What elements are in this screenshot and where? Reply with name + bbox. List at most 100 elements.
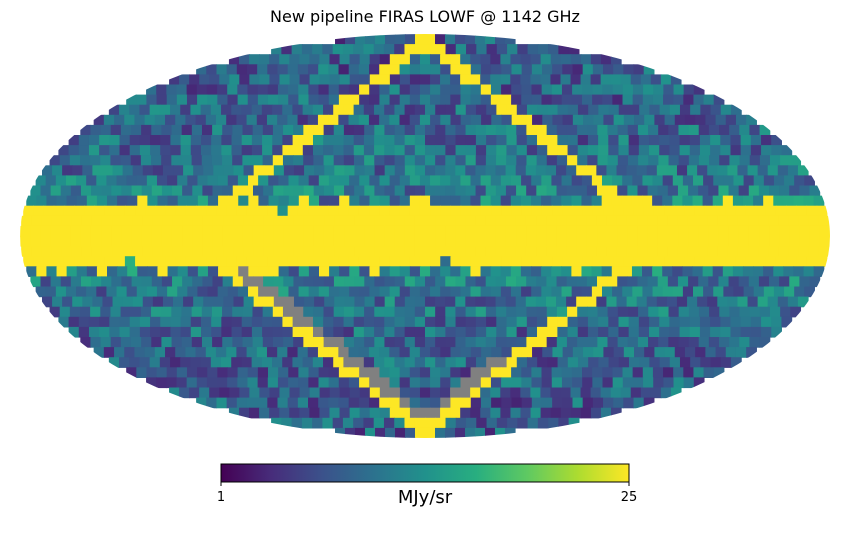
sky-pixel [485, 246, 497, 257]
sky-pixel [287, 205, 299, 217]
sky-pixel [485, 276, 497, 288]
sky-pixel [167, 175, 178, 187]
sky-pixel [516, 337, 527, 348]
sky-pixel [256, 114, 268, 126]
sky-pixel [591, 195, 603, 207]
sky-pixel [750, 326, 762, 338]
sky-pixel [759, 225, 770, 237]
sky-pixel [162, 165, 174, 176]
sky-pixel [348, 256, 360, 267]
sky-pixel [485, 185, 497, 197]
sky-pixel [771, 135, 782, 146]
sky-pixel [562, 397, 574, 409]
sky-pixel [349, 175, 360, 187]
sky-pixel [435, 44, 447, 55]
sky-pixel [409, 266, 421, 277]
sky-pixel [516, 104, 528, 116]
sky-pixel [450, 407, 461, 419]
sky-pixel [349, 74, 361, 86]
sky-pixel [343, 316, 355, 328]
sky-pixel [269, 387, 281, 399]
sky-pixel [425, 306, 436, 318]
sky-pixel [440, 347, 452, 358]
sky-pixel [101, 225, 112, 237]
sky-pixel [653, 377, 664, 389]
sky-pixel [323, 124, 335, 136]
sky-pixel [495, 337, 507, 348]
sky-pixel [363, 104, 375, 116]
sky-pixel [571, 94, 583, 106]
sky-pixel [353, 417, 365, 429]
sky-pixel [409, 205, 421, 217]
sky-pixel [256, 347, 268, 358]
sky-pixel [88, 135, 100, 146]
sky-pixel [222, 306, 233, 318]
sky-pixel [644, 347, 655, 358]
sky-pixel [414, 185, 426, 197]
sky-pixel [404, 145, 416, 156]
sky-pixel [743, 286, 755, 298]
sky-pixel [169, 74, 180, 86]
sky-pixel [173, 165, 184, 176]
sky-pixel [379, 74, 391, 86]
sky-pixel [231, 326, 243, 338]
sky-pixel [222, 124, 233, 136]
sky-pixel [520, 195, 532, 207]
sky-pixel [460, 84, 472, 96]
sky-pixel [104, 256, 116, 267]
sky-pixel [465, 296, 476, 308]
sky-pixel [618, 316, 630, 328]
sky-pixel [161, 306, 172, 318]
sky-pixel [491, 205, 502, 217]
sky-pixel [221, 135, 233, 146]
sky-pixel [291, 417, 303, 429]
sky-pixel [541, 367, 553, 378]
sky-pixel [219, 74, 230, 86]
sky-pixel [137, 195, 148, 207]
sky-pixel [659, 357, 671, 368]
sky-pixel [185, 347, 197, 358]
sky-pixel [677, 276, 689, 288]
sky-pixel [699, 145, 711, 156]
sky-pixel [299, 54, 310, 65]
sky-pixel [134, 114, 146, 126]
sky-pixel [236, 205, 248, 217]
sky-pixel [262, 145, 273, 156]
sky-pixel [551, 367, 563, 378]
sky-pixel [262, 337, 274, 348]
sky-pixel [598, 316, 609, 328]
sky-pixel [546, 124, 558, 136]
sky-pixel [601, 286, 613, 298]
sky-pixel [343, 145, 355, 156]
sky-pixel [384, 155, 396, 166]
sky-pixel [78, 135, 90, 146]
sky-pixel [560, 407, 572, 419]
sky-pixel [354, 246, 366, 257]
sky-pixel [455, 316, 467, 328]
sky-pixel [623, 347, 635, 358]
sky-pixel [344, 165, 356, 176]
sky-pixel [348, 397, 360, 409]
sky-pixel [283, 276, 295, 288]
sky-pixel [460, 64, 472, 75]
sky-pixel [576, 236, 588, 247]
sky-pixel [425, 215, 436, 227]
sky-pixel [688, 124, 700, 136]
sky-pixel [550, 74, 562, 86]
sky-pixel [659, 135, 670, 146]
sky-pixel [272, 357, 283, 368]
sky-pixel [369, 54, 381, 65]
sky-pixel [419, 387, 431, 399]
sky-pixel [102, 296, 114, 308]
sky-pixel [182, 225, 193, 237]
sky-pixel [333, 306, 345, 318]
sky-pixel [495, 165, 507, 176]
sky-pixel [504, 34, 516, 45]
sky-pixel [639, 357, 650, 368]
sky-pixel [343, 357, 355, 368]
sky-pixel [415, 34, 426, 45]
sky-pixel [338, 205, 350, 217]
sky-pixel [368, 347, 380, 358]
sky-pixel [414, 135, 426, 146]
sky-pixel [368, 114, 380, 126]
